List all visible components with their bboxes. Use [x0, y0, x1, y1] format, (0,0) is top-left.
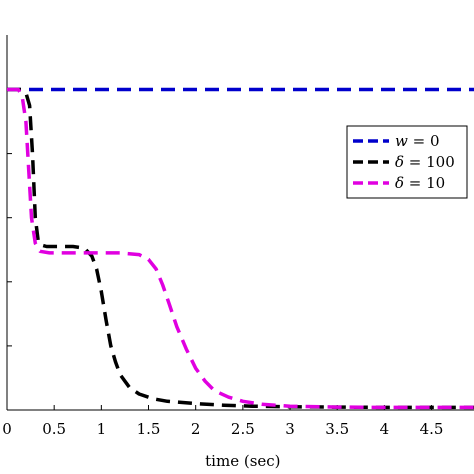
ticks: 0 0.5 1 1.5 2 2.5 3 3.5 4 4.5: [2, 88, 444, 438]
legend-entry: δ = 100: [395, 153, 455, 171]
series-line-2: [7, 87, 474, 410]
series-line-1: [7, 87, 474, 410]
legend-entry: δ = 10: [395, 174, 445, 192]
axes: [6, 35, 474, 411]
x-tick-label: 3.5: [325, 420, 349, 438]
x-tick-label: 0.5: [42, 420, 66, 438]
x-tick-label: 4: [380, 420, 390, 438]
series-layer: [7, 87, 474, 410]
x-tick-label: 2: [191, 420, 201, 438]
x-tick-label: 2.5: [231, 420, 255, 438]
x-tick-label: 0: [2, 420, 12, 438]
x-tick-label: 1.5: [137, 420, 161, 438]
legend-entry: w = 0: [395, 132, 440, 150]
legend: w = 0 δ = 100 δ = 10: [346, 125, 468, 199]
x-tick-label: 4.5: [420, 420, 444, 438]
x-tick-label: 3: [285, 420, 295, 438]
x-tick-label: 1: [97, 420, 107, 438]
legend-box: [346, 125, 468, 199]
x-axis-label: time (sec): [205, 452, 280, 470]
